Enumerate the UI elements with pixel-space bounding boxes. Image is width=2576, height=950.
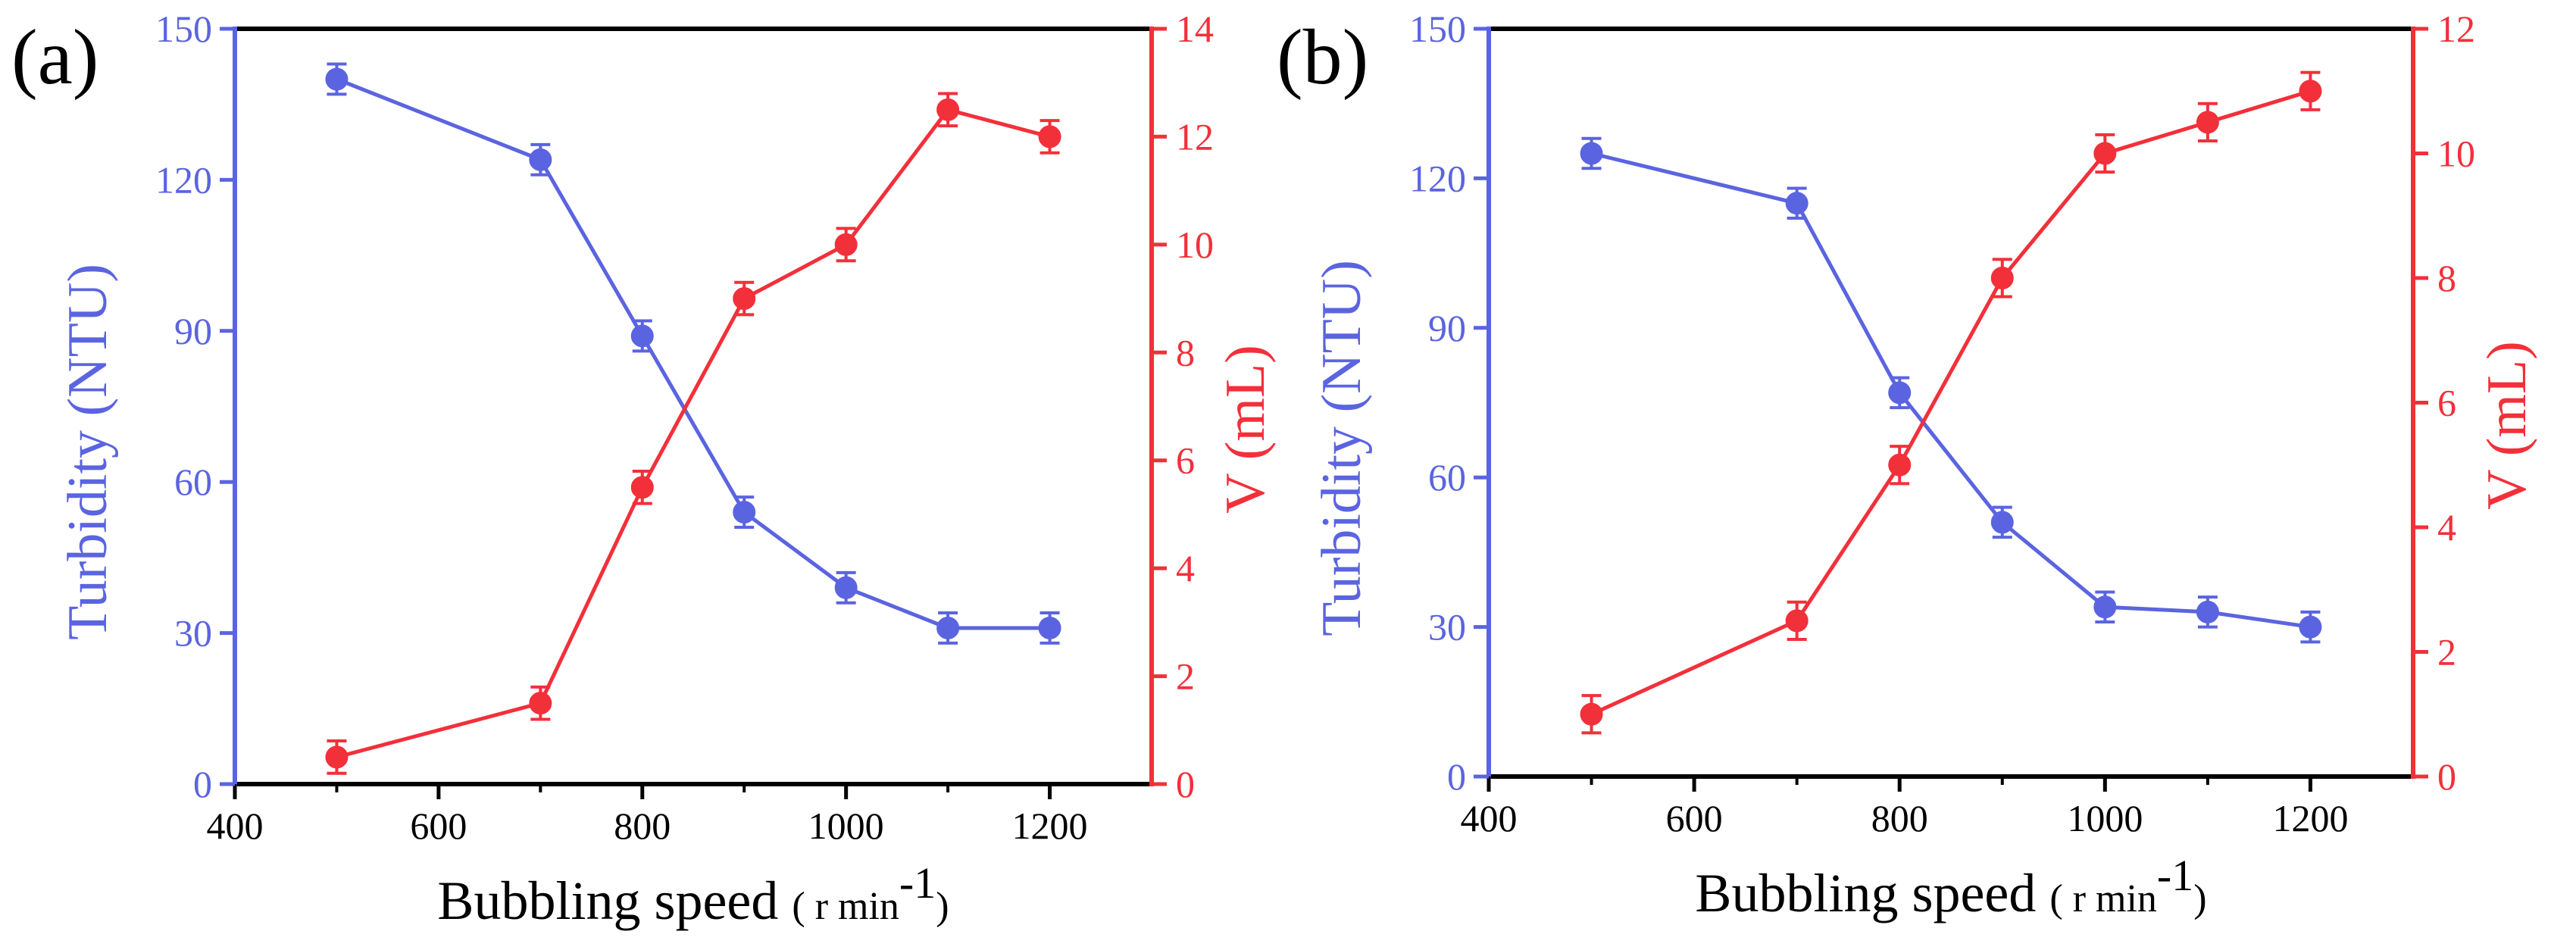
- x-tick-label: 1000: [808, 805, 884, 847]
- y-left-tick-label: 150: [1409, 8, 1466, 50]
- y-right-axis-title: V (mL): [2476, 341, 2538, 510]
- data-point: [1785, 192, 1809, 215]
- x-tick-label: 1200: [2272, 797, 2348, 839]
- y-left-tick-label: 0: [1447, 755, 1466, 798]
- x-tick-label: 800: [614, 805, 671, 847]
- x-axis-title: Bubbling speed ( r min-1): [1695, 851, 2206, 923]
- data-point: [936, 616, 960, 639]
- y-right-tick-label: 8: [1176, 331, 1195, 373]
- data-point: [325, 745, 349, 769]
- data-point: [733, 501, 756, 524]
- x-axis-title-main: Bubbling speed: [1695, 863, 2049, 923]
- series-line: [1590, 152, 2311, 630]
- panel-label: (a): [11, 14, 98, 101]
- panel-b: (b) 400 600 800 1000 1200 0 30 60 90 120 150 0 2 4 6 8 10…: [1277, 8, 2538, 923]
- series-turbidity: [1580, 136, 2322, 644]
- y-left-axis-title: Turbidity (NTU): [57, 264, 119, 640]
- data-point: [1580, 142, 1603, 165]
- data-point: [1990, 511, 2014, 534]
- series-v: [325, 92, 1061, 775]
- y-left-tick-label: 90: [1428, 307, 1466, 349]
- y-left-tick-label: 60: [174, 461, 212, 503]
- y-right-tick-label: 10: [2437, 133, 2475, 175]
- x-axis-title-unit: ( r min: [792, 885, 899, 928]
- data-point: [2299, 80, 2322, 103]
- x-tick-label: 400: [207, 805, 264, 847]
- y-left-tick-label: 30: [1428, 606, 1466, 648]
- panel-a: (a) 400 600 800 1000 1200 0 30 60 90 120 150 0 2 4 6 8 10…: [11, 8, 1277, 931]
- data-point: [2093, 142, 2117, 165]
- y-right-tick-label: 4: [2437, 506, 2456, 548]
- data-point: [1580, 702, 1603, 726]
- x-axis-title-superscript: -1: [899, 858, 936, 908]
- y-left-tick-label: 60: [1428, 456, 1466, 498]
- y-right-axis-title: V (mL): [1215, 345, 1277, 514]
- data-point: [325, 67, 349, 91]
- y-right-tick-label: 10: [1176, 223, 1214, 266]
- x-axis-title-close: ): [2193, 877, 2206, 920]
- data-point: [834, 233, 858, 256]
- x-tick-label: 400: [1461, 797, 1518, 839]
- data-point: [1785, 609, 1809, 633]
- y-left-tick-label: 30: [174, 612, 212, 655]
- x-tick-label: 600: [1666, 797, 1723, 839]
- y-right-tick-label: 6: [2437, 382, 2456, 424]
- data-point: [529, 692, 552, 715]
- x-axis-title-main: Bubbling speed: [437, 870, 792, 931]
- y-left-axis-title: Turbidity (NTU): [1311, 260, 1373, 636]
- x-tick-label: 1200: [1012, 805, 1088, 847]
- series-turbidity: [325, 62, 1061, 645]
- data-point: [1888, 381, 1912, 405]
- y-right-tick-label: 0: [1176, 763, 1195, 805]
- y-right-tick-label: 2: [1176, 655, 1195, 698]
- data-point: [834, 576, 858, 599]
- data-point: [2196, 111, 2219, 134]
- data-point: [1038, 616, 1061, 639]
- y-right-tick-label: 6: [1176, 439, 1195, 482]
- x-axis-title-unit: ( r min: [2049, 877, 2157, 920]
- y-right-tick-label: 14: [1176, 8, 1214, 50]
- data-point: [1038, 125, 1061, 148]
- y-right-tick-label: 2: [2437, 631, 2456, 673]
- data-point: [630, 476, 654, 499]
- data-point: [1990, 267, 2014, 289]
- panel-label: (b): [1277, 14, 1368, 101]
- y-right-tick-label: 4: [1176, 547, 1195, 589]
- x-axis-title-superscript: -1: [2157, 851, 2193, 900]
- data-point: [630, 324, 654, 348]
- data-point: [1888, 453, 1912, 477]
- y-right-tick-label: 12: [1176, 115, 1214, 158]
- x-tick-label: 1000: [2067, 797, 2143, 839]
- y-left-tick-label: 0: [193, 763, 212, 805]
- data-point: [529, 148, 552, 171]
- y-right-tick-label: 8: [2437, 257, 2456, 299]
- y-right-tick-label: 12: [2437, 8, 2475, 50]
- data-point: [733, 287, 756, 311]
- y-left-tick-label: 150: [155, 8, 212, 50]
- y-left-tick-label: 120: [1409, 157, 1466, 199]
- data-point: [2196, 600, 2219, 623]
- y-left-tick-label: 90: [174, 310, 212, 352]
- data-point: [936, 98, 960, 121]
- y-right-tick-label: 0: [2437, 755, 2456, 798]
- series-line: [336, 77, 1050, 630]
- series-line: [336, 107, 1051, 759]
- data-point: [2299, 615, 2322, 639]
- data-point: [2093, 595, 2117, 619]
- y-left-tick-label: 120: [155, 158, 212, 201]
- x-tick-label: 600: [410, 805, 467, 847]
- x-axis-title-close: ): [936, 885, 949, 928]
- x-axis-title: Bubbling speed ( r min-1): [437, 858, 949, 931]
- x-tick-label: 800: [1871, 797, 1928, 839]
- series-v: [1580, 70, 2322, 735]
